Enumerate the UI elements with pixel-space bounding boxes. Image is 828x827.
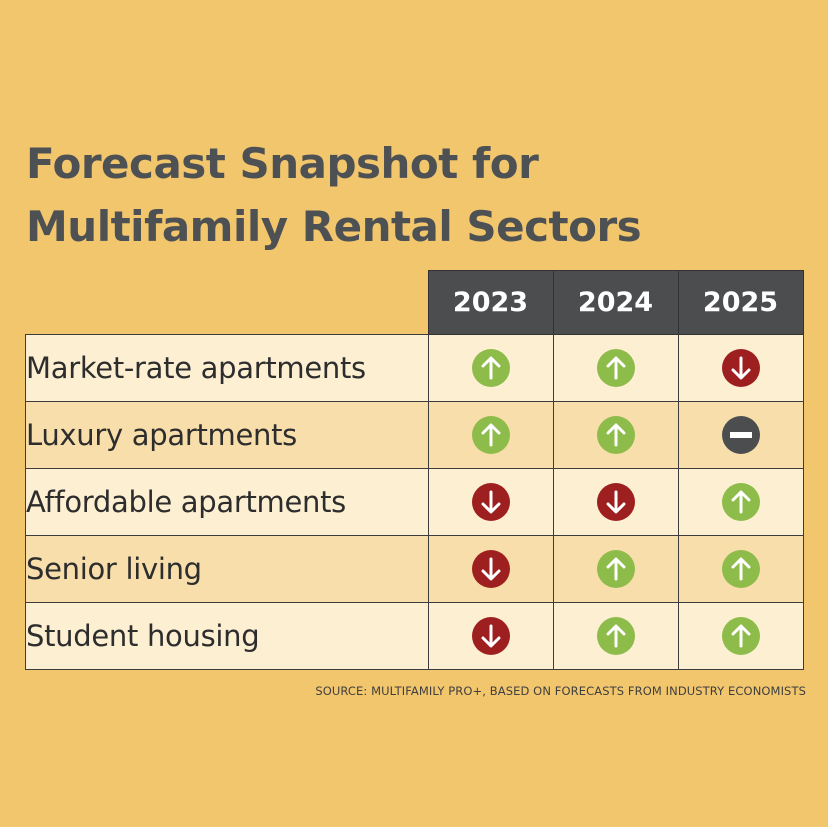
row-label: Affordable apartments xyxy=(25,468,429,536)
title-line-2: Multifamily Rental Sectors xyxy=(26,202,642,251)
forecast-cell-2024 xyxy=(552,535,679,603)
arrow-up-icon xyxy=(721,483,760,521)
forecast-cell-2025 xyxy=(677,468,804,536)
row-label: Student housing xyxy=(25,602,429,670)
arrow-up-icon xyxy=(721,550,760,588)
arrow-up-icon xyxy=(596,349,635,387)
table-row: Senior living xyxy=(25,535,804,603)
table-row: Luxury apartments xyxy=(25,401,804,469)
arrow-up-icon xyxy=(471,416,510,454)
arrow-up-icon xyxy=(596,550,635,588)
column-header-2024: 2024 xyxy=(552,270,679,335)
forecast-cell-2024 xyxy=(552,334,679,402)
column-header-2023: 2023 xyxy=(427,270,554,335)
arrow-down-icon xyxy=(471,483,510,521)
forecast-table: 2023 2024 2025 Market-rate apartments Lux… xyxy=(25,270,804,670)
forecast-cell-2023 xyxy=(427,468,554,536)
arrow-up-icon xyxy=(721,617,760,655)
forecast-cell-2024 xyxy=(552,602,679,670)
column-header-2025: 2025 xyxy=(677,270,804,335)
arrow-up-icon xyxy=(471,349,510,387)
arrow-down-icon xyxy=(596,483,635,521)
source-note: SOURCE: MULTIFAMILY PRO+, BASED ON FOREC… xyxy=(315,684,806,698)
arrow-down-icon xyxy=(721,349,760,387)
arrow-down-icon xyxy=(471,617,510,655)
row-label: Market-rate apartments xyxy=(25,334,429,402)
forecast-cell-2025 xyxy=(677,334,804,402)
forecast-cell-2023 xyxy=(427,401,554,469)
minus-icon xyxy=(721,416,760,454)
forecast-cell-2024 xyxy=(552,401,679,469)
forecast-cell-2023 xyxy=(427,535,554,603)
forecast-cell-2025 xyxy=(677,602,804,670)
table-body: Market-rate apartments Luxury apartments A… xyxy=(25,334,804,670)
row-label: Senior living xyxy=(25,535,429,603)
table-row: Student housing xyxy=(25,602,804,670)
title-line-1: Forecast Snapshot for xyxy=(26,139,539,188)
header-row: 2023 2024 2025 xyxy=(26,270,804,335)
table-row: Market-rate apartments xyxy=(25,334,804,402)
arrow-down-icon xyxy=(471,550,510,588)
arrow-up-icon xyxy=(596,617,635,655)
arrow-up-icon xyxy=(596,416,635,454)
forecast-cell-2023 xyxy=(427,602,554,670)
forecast-cell-2025 xyxy=(677,535,804,603)
forecast-cell-2023 xyxy=(427,334,554,402)
header-corner xyxy=(26,271,429,335)
table-row: Affordable apartments xyxy=(25,468,804,536)
forecast-cell-2024 xyxy=(552,468,679,536)
forecast-cell-2025 xyxy=(677,401,804,469)
chart-title: Forecast Snapshot for Multifamily Rental… xyxy=(26,132,642,258)
row-label: Luxury apartments xyxy=(25,401,429,469)
